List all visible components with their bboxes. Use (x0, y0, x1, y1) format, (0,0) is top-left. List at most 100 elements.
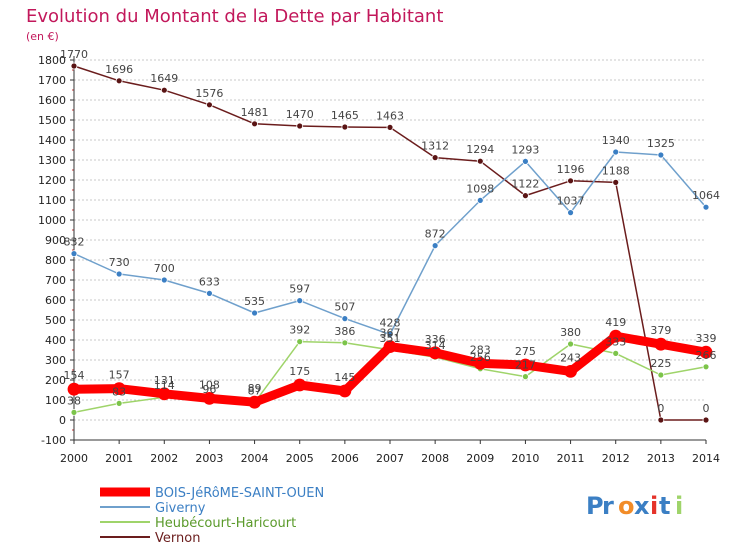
y-tick-label: 200 (45, 374, 66, 387)
data-point (115, 270, 123, 278)
grid-lines (74, 59, 706, 441)
data-label: 392 (289, 324, 310, 337)
data-label: 597 (289, 283, 310, 296)
data-point (702, 363, 710, 371)
legend-label: Heubécourt-Haricourt (155, 516, 296, 531)
y-tick-label: 1700 (38, 74, 66, 87)
data-point (386, 124, 394, 131)
data-label: 419 (605, 316, 626, 329)
data-point (699, 345, 713, 359)
data-label: 1293 (511, 143, 539, 156)
data-label: 1481 (241, 106, 269, 119)
data-point (251, 120, 258, 128)
data-point (567, 209, 574, 217)
data-label: 832 (64, 236, 85, 249)
data-label: 1340 (602, 134, 630, 147)
data-label: 314 (425, 339, 446, 352)
data-label: 1649 (150, 72, 178, 85)
proxiti-logo: Pr o x i t i (586, 492, 683, 520)
series-line-1 (73, 151, 707, 336)
x-tick-label: 2010 (511, 452, 539, 465)
data-label: 1064 (692, 189, 720, 202)
data-label: 131 (154, 374, 175, 387)
data-point (67, 382, 81, 396)
data-label: 380 (560, 326, 581, 339)
data-point (206, 101, 213, 109)
data-label: 379 (650, 324, 671, 337)
data-label: 633 (199, 275, 220, 288)
data-point (567, 340, 574, 348)
data-label: 872 (425, 228, 446, 241)
data-label: 700 (154, 262, 175, 275)
data-point (476, 196, 484, 204)
data-point (70, 62, 78, 70)
data-point (112, 382, 126, 396)
y-tick-label: 600 (45, 294, 66, 307)
data-label: 1696 (105, 63, 133, 76)
data-point (612, 148, 620, 156)
data-point (431, 154, 439, 162)
data-labels: 1770 1696 1649 1576 1481 1470 1465 1463 1312 1294… (60, 48, 720, 415)
data-label: 108 (199, 378, 220, 391)
x-tick-label: 2011 (557, 452, 585, 465)
data-label: 283 (470, 343, 491, 356)
data-point (206, 289, 213, 297)
data-point (473, 356, 487, 370)
data-label: 0 (703, 402, 710, 415)
logo-letter: P (586, 492, 604, 520)
y-tick-label: 1300 (38, 154, 66, 167)
data-point (702, 203, 710, 211)
data-point (657, 151, 665, 159)
data-label: 507 (334, 301, 355, 314)
data-point (522, 157, 529, 165)
data-point (383, 340, 397, 354)
y-tick-label: 300 (45, 354, 66, 367)
data-point (522, 373, 529, 381)
data-label: 175 (289, 365, 310, 378)
y-tick-label: 700 (45, 274, 66, 287)
data-label: 1294 (466, 143, 494, 156)
data-label: 1325 (647, 137, 675, 150)
data-label: 114 (154, 379, 175, 392)
data-point (341, 123, 349, 131)
data-point (296, 122, 304, 130)
legend-label: BOIS-JéRôME-SAINT-OUEN (155, 486, 324, 501)
y-tick-label: 800 (45, 254, 66, 267)
x-tick-label: 2002 (150, 452, 178, 465)
data-label: 275 (515, 345, 536, 358)
data-label: 1463 (376, 109, 404, 122)
data-point (519, 358, 532, 372)
data-label: 1037 (557, 195, 585, 208)
y-tick-label: 1100 (38, 194, 66, 207)
data-point (657, 416, 665, 424)
logo-letter: o (618, 492, 635, 520)
x-axis: 2000 2001 2002 2003 2004 2005 2006 2007 2008 2009… (60, 439, 720, 465)
data-point (564, 364, 577, 378)
data-label: 336 (425, 333, 446, 346)
x-tick-label: 2013 (647, 452, 675, 465)
legend-label: Vernon (155, 531, 200, 546)
y-tick-label: 1600 (38, 94, 66, 107)
data-label: 0 (657, 402, 664, 415)
data-label: 1465 (331, 109, 359, 122)
x-tick-label: 2003 (195, 452, 223, 465)
y-tick-label: 900 (45, 234, 66, 247)
data-label: 256 (470, 351, 491, 364)
data-label: 217 (515, 359, 536, 372)
data-label: 38 (67, 394, 81, 407)
legend-label: Giverny (155, 501, 206, 516)
logo-letter: r (602, 492, 614, 520)
data-label: 339 (696, 332, 717, 345)
data-point (476, 157, 484, 165)
data-label: 367 (380, 327, 401, 340)
data-label: 1470 (286, 108, 314, 121)
chart-subtitle: (en €) (26, 30, 59, 43)
x-tick-label: 2005 (286, 452, 314, 465)
data-point (115, 399, 123, 407)
data-point (431, 242, 439, 250)
data-point (612, 349, 620, 357)
data-point (293, 378, 307, 392)
data-label: 83 (112, 385, 126, 398)
data-point (612, 178, 620, 186)
